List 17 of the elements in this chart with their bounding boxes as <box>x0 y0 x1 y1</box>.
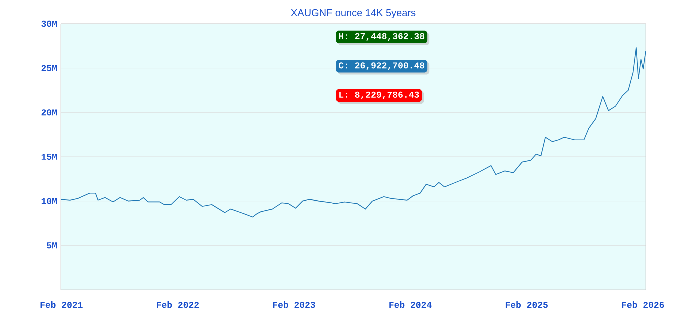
x-tick-label: Feb 2024 <box>390 302 432 308</box>
y-tick-label: 25M <box>42 65 58 72</box>
x-tick-label: Feb 2026 <box>622 302 664 308</box>
y-tick-label: 20M <box>42 110 58 116</box>
x-tick-label: Feb 2021 <box>40 302 83 308</box>
chart-title: XAUGNF ounce 14K 5years <box>291 9 416 18</box>
line-series <box>60 48 646 218</box>
y-tick-label: 15M <box>42 154 58 160</box>
annotation: L: 8,229,786.43 <box>340 92 420 100</box>
x-tick-label: Feb 2023 <box>273 302 316 308</box>
annotation: H: 27,448,362.38 <box>339 33 425 41</box>
x-tick-label: Feb 2022 <box>157 302 200 308</box>
y-tick-label: 5M <box>47 242 58 249</box>
y-tick-label: 10M <box>42 198 58 204</box>
annotation: C: 26,922,700.48 <box>339 62 425 70</box>
y-tick-label: 30M <box>42 20 58 28</box>
x-tick-label: Feb 2025 <box>506 302 548 308</box>
